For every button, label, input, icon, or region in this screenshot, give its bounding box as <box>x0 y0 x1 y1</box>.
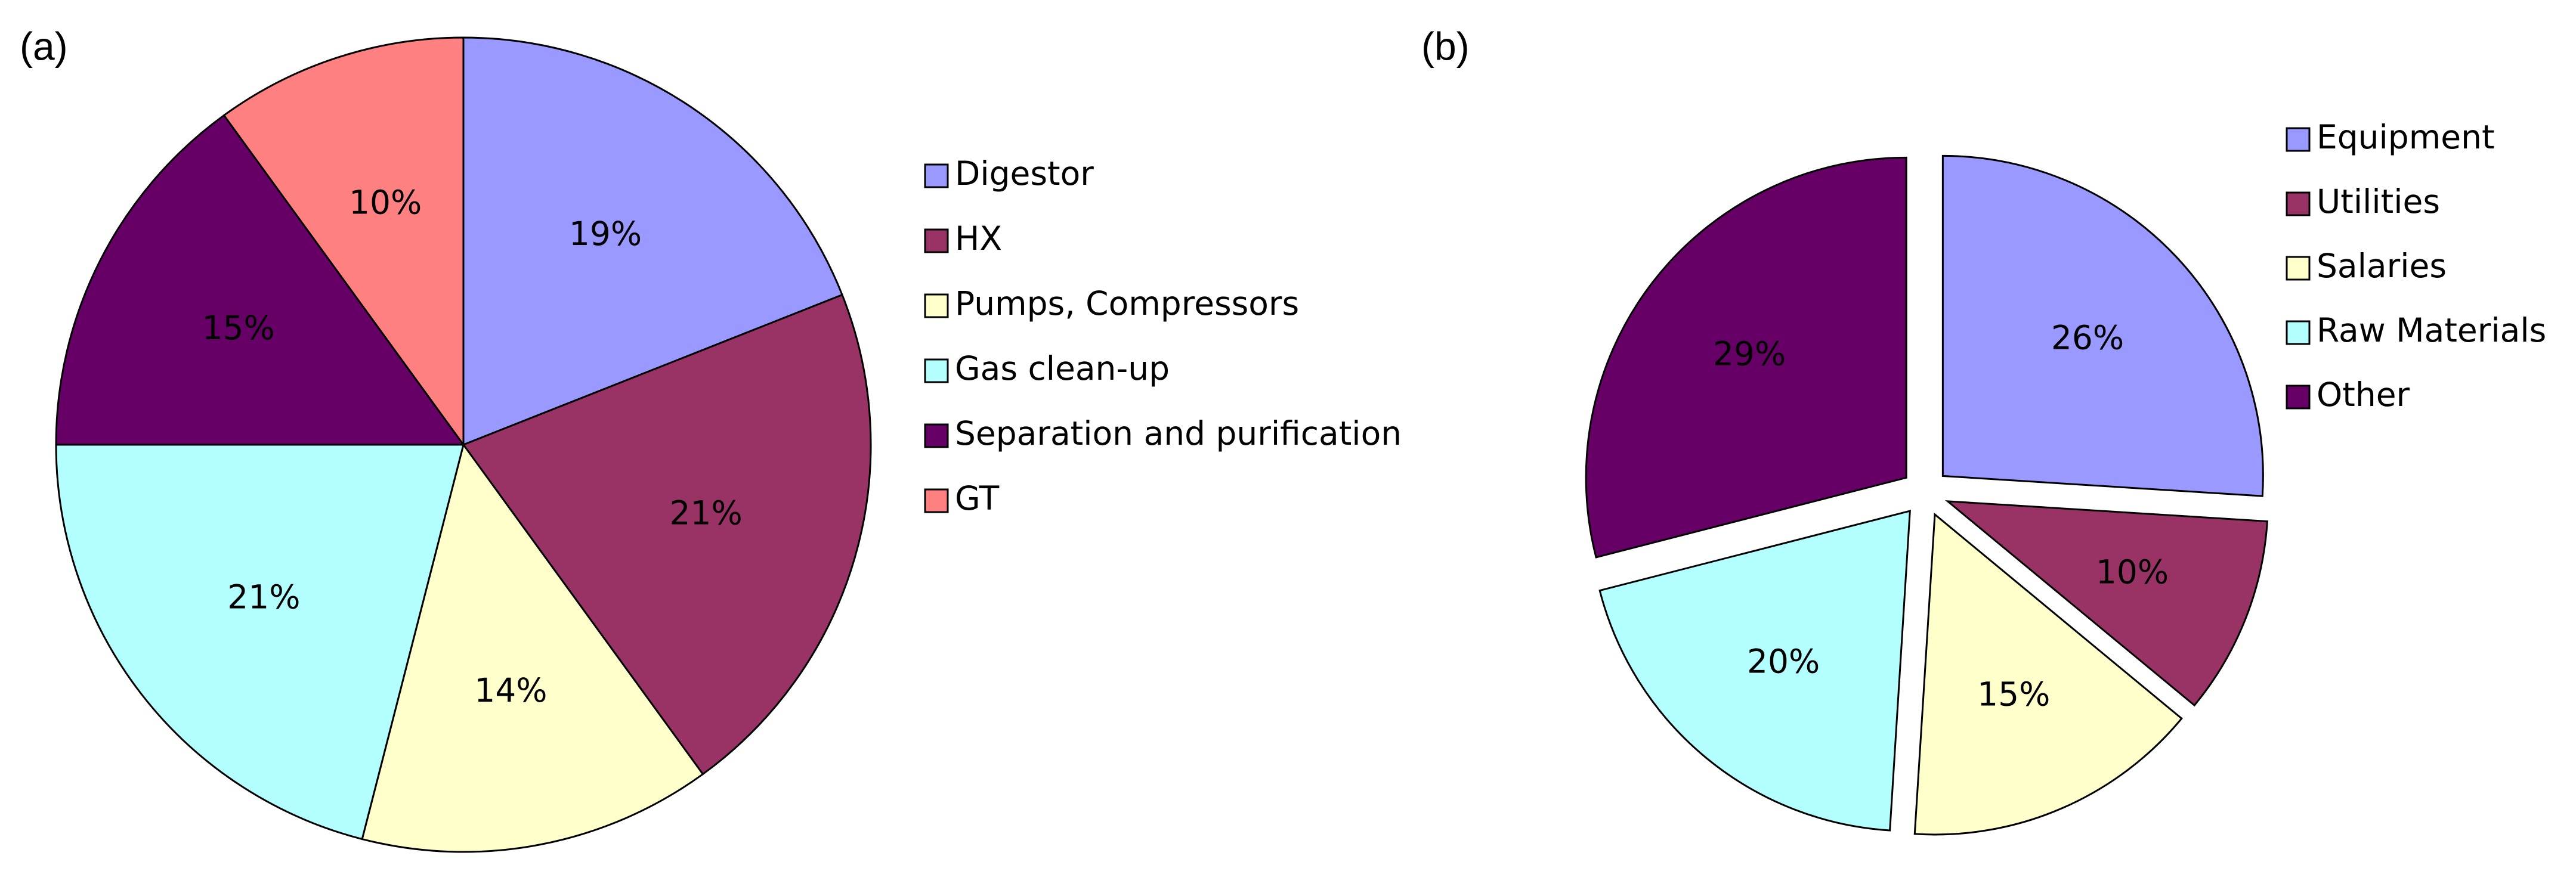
pie-slice <box>222 36 465 448</box>
legend-swatch <box>2286 127 2311 152</box>
slice-label: 10% <box>2096 553 2169 591</box>
pie-slice <box>462 293 872 776</box>
legend-swatch <box>924 293 949 318</box>
pie-slice <box>1944 500 2268 707</box>
slice-label: 21% <box>227 578 300 616</box>
legend-label: Equipment <box>2317 118 2495 156</box>
pie-slice <box>55 444 465 841</box>
pie-slice <box>1941 154 2264 497</box>
legend-label: Raw Materials <box>2317 311 2546 349</box>
slice-label: 19% <box>569 215 642 253</box>
slice-label: 20% <box>1747 643 1820 681</box>
legend-label: Salaries <box>2317 247 2447 285</box>
slice-label: 21% <box>670 494 743 532</box>
slice-label: 15% <box>1977 675 2050 714</box>
pie-slice <box>361 442 704 853</box>
legend-label: GT <box>955 479 1000 517</box>
legend-swatch <box>924 163 949 188</box>
legend-swatch <box>2286 385 2311 410</box>
panel-label: (b) <box>1421 24 1470 68</box>
legend-label: Gas clean-up <box>955 349 1170 387</box>
legend-label: Utilities <box>2317 182 2440 221</box>
pie-slice <box>462 36 843 447</box>
slice-label: 26% <box>2051 319 2124 357</box>
pie-slice <box>1913 512 2183 836</box>
pie-slice <box>55 114 465 446</box>
legend-swatch <box>924 358 949 383</box>
legend-label: Digestor <box>955 154 1094 193</box>
panel-label: (a) <box>20 24 68 68</box>
legend-swatch <box>2286 191 2311 216</box>
legend-label: Other <box>2317 376 2410 414</box>
slice-label: 14% <box>474 671 547 709</box>
pie-slice <box>1598 510 1911 832</box>
legend-swatch <box>2286 256 2311 281</box>
slice-label: 10% <box>349 183 422 221</box>
legend-swatch <box>2286 320 2311 345</box>
legend-label: Pumps, Compressors <box>955 284 1299 323</box>
legend-label: HX <box>955 219 1002 258</box>
slice-label: 29% <box>1713 334 1786 373</box>
slice-label: 15% <box>202 309 275 347</box>
pie-slice <box>1585 156 1907 559</box>
legend-swatch <box>924 423 949 448</box>
legend-label: Separation and purification <box>955 414 1402 452</box>
legend-swatch <box>924 228 949 253</box>
legend-swatch <box>924 488 949 513</box>
